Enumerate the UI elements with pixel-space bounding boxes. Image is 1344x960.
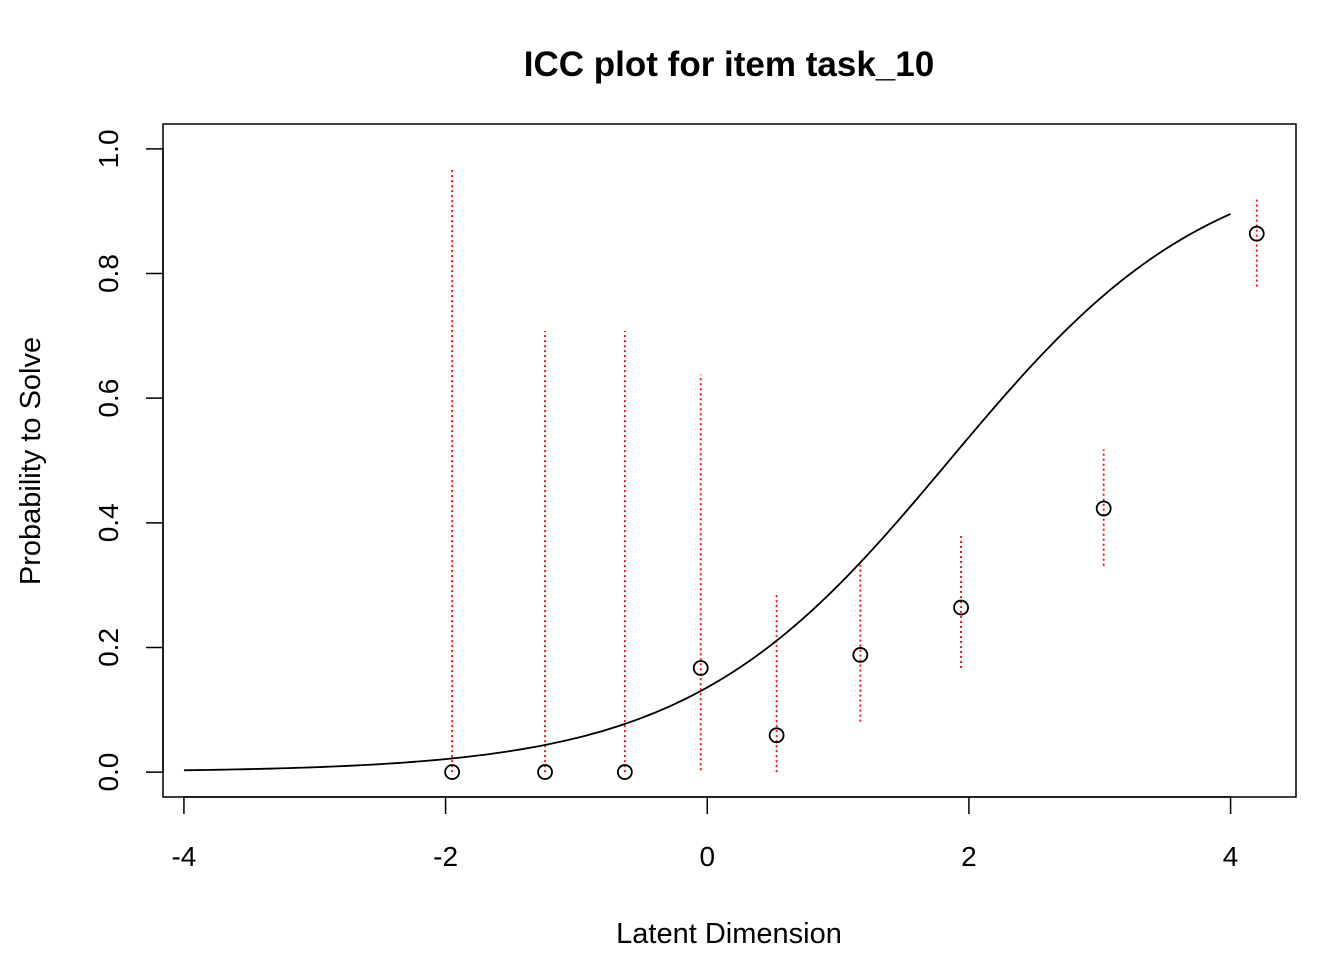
data-point xyxy=(768,727,785,744)
y-axis-label: Probability to Solve xyxy=(15,337,47,585)
y-tick-label: 0.4 xyxy=(93,503,124,542)
data-point xyxy=(616,764,633,780)
data-point xyxy=(953,599,969,616)
data-point xyxy=(1095,500,1112,517)
y-tick-label: 0.0 xyxy=(93,753,124,792)
plot-frame xyxy=(162,123,1297,798)
y-tick-label: 0.2 xyxy=(93,628,124,667)
confidence-intervals xyxy=(451,169,1258,773)
x-axis: -4 -2 0 2 4 xyxy=(171,796,1239,872)
y-axis: 0.0 0.2 0.4 0.6 0.8 1.0 xyxy=(93,129,164,792)
data-point xyxy=(444,764,461,780)
data-point xyxy=(1248,225,1265,242)
observed-points xyxy=(444,225,1265,780)
chart-title: ICC plot for item task_10 xyxy=(524,45,934,84)
x-tick-label: -4 xyxy=(171,841,196,872)
data-point xyxy=(537,764,553,780)
x-tick-label: 0 xyxy=(699,841,715,872)
y-tick-label: 0.8 xyxy=(93,254,124,293)
data-point xyxy=(852,647,869,663)
x-tick-label: 4 xyxy=(1223,841,1239,872)
x-tick-label: 2 xyxy=(961,841,977,872)
data-point xyxy=(692,660,709,676)
x-tick-label: -2 xyxy=(433,841,458,872)
y-tick-label: 1.0 xyxy=(93,129,124,168)
icc-curve xyxy=(183,213,1231,772)
x-axis-label: Latent Dimension xyxy=(616,918,842,950)
y-tick-label: 0.6 xyxy=(93,379,124,418)
